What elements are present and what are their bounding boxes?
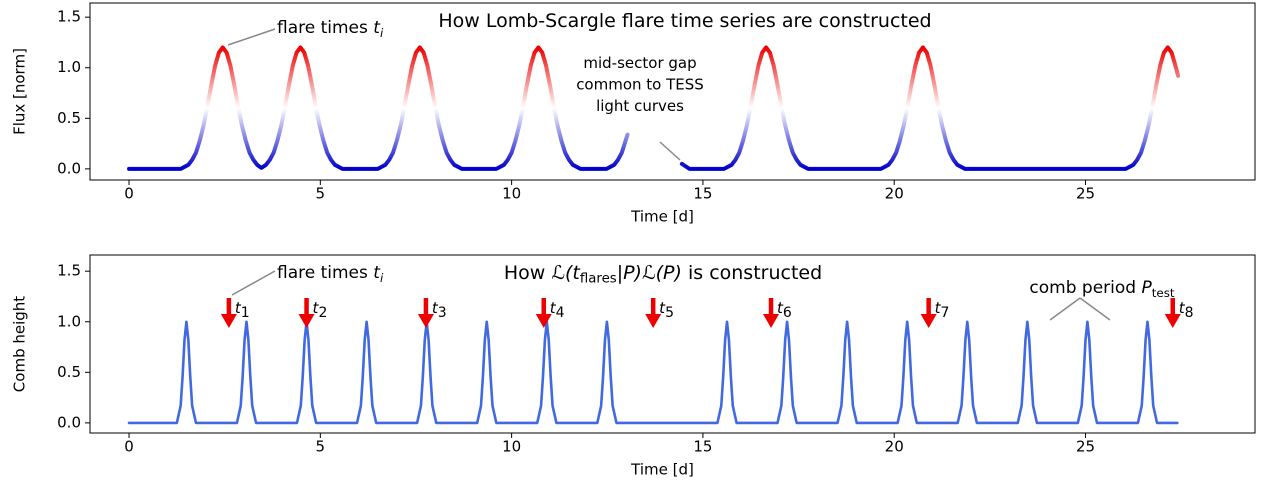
flare-marker xyxy=(645,298,662,328)
annotation-line: common to TESS xyxy=(576,75,704,93)
marker-subscript: 6 xyxy=(783,305,792,321)
annotation: mid-sector gap common to TESS light curves xyxy=(576,54,704,115)
data-line xyxy=(127,320,1179,425)
marker-head xyxy=(920,314,937,328)
marker-subscript: 3 xyxy=(438,305,447,321)
x-tick-label: 10 xyxy=(502,185,521,203)
marker-head xyxy=(645,314,662,328)
text-part: How xyxy=(504,262,552,284)
x-tick-label: 15 xyxy=(693,438,712,456)
annotation-line: light curves xyxy=(596,97,684,115)
y-axis-label: Flux [norm] xyxy=(11,48,29,135)
x-axis-label: Time [d] xyxy=(630,461,694,479)
marker-label: t7 xyxy=(935,299,950,322)
annotation: flare times ti xyxy=(277,18,384,40)
marker-symbol: t xyxy=(777,299,784,317)
marker-label: t6 xyxy=(777,299,792,322)
annotation-pointer xyxy=(659,141,681,161)
marker-label: t4 xyxy=(550,299,565,322)
marker-subscript: 4 xyxy=(556,305,565,321)
axes-frame xyxy=(89,2,1256,181)
annotation: flare times ti xyxy=(277,263,384,285)
flare-marker xyxy=(417,298,434,328)
marker-symbol: t xyxy=(659,299,666,317)
axes-frame xyxy=(89,254,1256,434)
marker-subscript: 8 xyxy=(1185,305,1194,321)
x-tick-label: 25 xyxy=(1076,185,1095,203)
marker-head xyxy=(417,314,434,328)
text-part: i xyxy=(380,271,384,285)
annotation-pointer xyxy=(1079,297,1111,321)
marker-symbol: t xyxy=(432,299,439,317)
data-line xyxy=(127,45,1181,171)
text-part: ℒ(t xyxy=(551,262,581,284)
text-part: t xyxy=(373,18,381,38)
marker-symbol: t xyxy=(935,299,942,317)
marker-symbol: t xyxy=(235,299,242,317)
flare-marker xyxy=(763,298,780,328)
text-part: flares xyxy=(580,272,617,287)
text-part: P xyxy=(1141,278,1152,298)
flare-marker xyxy=(298,298,315,328)
x-tick-label: 25 xyxy=(1076,438,1095,456)
text-part: i xyxy=(380,26,384,40)
marker-head xyxy=(535,314,552,328)
marker-label: t8 xyxy=(1179,299,1194,322)
y-tick-label: 1.0 xyxy=(57,58,81,76)
x-tick-label: 5 xyxy=(316,438,326,456)
marker-subscript: 1 xyxy=(241,305,250,321)
annotation: comb period Ptest xyxy=(1029,278,1175,300)
x-tick-label: 5 xyxy=(316,185,326,203)
marker-symbol: t xyxy=(1179,299,1186,317)
x-tick-label: 20 xyxy=(885,438,904,456)
x-axis-label: Time [d] xyxy=(630,208,694,226)
text-part: How Lomb-Scargle flare time series are c… xyxy=(438,10,931,32)
y-tick-label: 0.0 xyxy=(57,413,81,431)
y-tick-label: 1.5 xyxy=(57,262,81,280)
flare-marker xyxy=(220,298,237,328)
marker-head xyxy=(298,314,315,328)
flare-marker xyxy=(535,298,552,328)
marker-head xyxy=(220,314,237,328)
text-part: flare times xyxy=(277,263,373,283)
y-tick-label: 0.5 xyxy=(57,363,81,381)
x-tick-label: 20 xyxy=(885,185,904,203)
marker-label: t2 xyxy=(313,299,328,322)
marker-label: t3 xyxy=(432,299,447,322)
y-tick-label: 1.5 xyxy=(57,8,81,26)
annotation-pointer xyxy=(227,28,276,46)
text-part: t xyxy=(373,263,381,283)
x-tick-label: 10 xyxy=(502,438,521,456)
text-part: comb period xyxy=(1029,278,1141,298)
y-axis-label: Comb height xyxy=(11,296,29,392)
marker-head xyxy=(763,314,780,328)
y-tick-label: 0.5 xyxy=(57,109,81,127)
text-part: flare times xyxy=(277,18,373,38)
text-part: is constructed xyxy=(682,262,822,284)
marker-symbol: t xyxy=(550,299,557,317)
marker-subscript: 2 xyxy=(318,305,327,321)
y-tick-label: 1.0 xyxy=(57,312,81,330)
marker-symbol: t xyxy=(313,299,320,317)
text-part: |P)ℒ(P) xyxy=(617,262,682,284)
marker-label: t5 xyxy=(659,299,674,322)
marker-head xyxy=(1164,314,1181,328)
chart-title: How ℒ(tflares|P)ℒ(P) is constructed xyxy=(504,262,822,287)
y-tick-label: 0.0 xyxy=(57,159,81,177)
annotation-pointer xyxy=(231,270,276,296)
flare-marker xyxy=(1164,298,1181,328)
annotation-line: mid-sector gap xyxy=(583,54,696,72)
marker-subscript: 7 xyxy=(941,305,950,321)
annotation-pointer xyxy=(1049,297,1081,321)
marker-label: t1 xyxy=(235,299,250,322)
x-tick-label: 0 xyxy=(124,185,134,203)
chart-title: How Lomb-Scargle flare time series are c… xyxy=(438,10,931,32)
text-part: test xyxy=(1152,286,1175,300)
marker-subscript: 5 xyxy=(665,305,674,321)
flare-marker xyxy=(920,298,937,328)
x-tick-label: 0 xyxy=(124,438,134,456)
x-tick-label: 15 xyxy=(693,185,712,203)
